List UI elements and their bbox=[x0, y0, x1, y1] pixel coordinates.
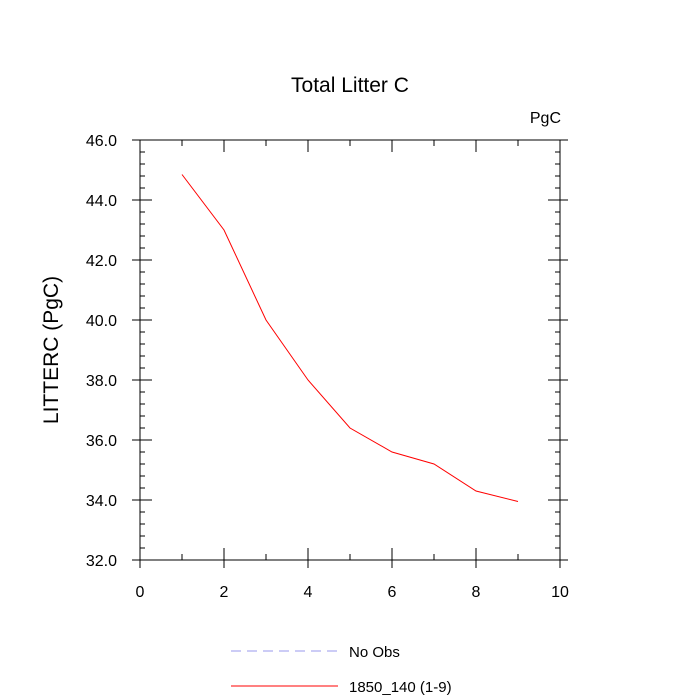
y-tick-label: 40.0 bbox=[86, 313, 117, 330]
units-label: PgC bbox=[530, 110, 561, 127]
legend-label: 1850_140 (1-9) bbox=[349, 679, 452, 696]
x-tick-label: 0 bbox=[136, 584, 145, 601]
y-tick-label: 36.0 bbox=[86, 433, 117, 450]
axis-ticks bbox=[132, 139, 568, 568]
x-tick-label: 10 bbox=[551, 584, 569, 601]
x-tick-label: 4 bbox=[304, 584, 313, 601]
x-tick-label: 6 bbox=[388, 584, 397, 601]
x-tick-label: 8 bbox=[472, 584, 481, 601]
legend-label: No Obs bbox=[349, 644, 400, 661]
series-layer bbox=[181, 174, 519, 502]
y-tick-label: 32.0 bbox=[86, 553, 117, 570]
y-tick-label: 42.0 bbox=[86, 253, 117, 270]
y-axis-label: LITTERC (PgC) bbox=[40, 276, 63, 424]
y-tick-label: 44.0 bbox=[86, 193, 117, 210]
tick-labels: 0 2 4 6 8 10 32.0 34.0 36.0 38.0 40.0 42.0 44.0 46.0 bbox=[86, 133, 569, 601]
legend: No Obs 1850_140 (1-9) bbox=[231, 644, 452, 696]
y-tick-label: 34.0 bbox=[86, 493, 117, 510]
chart-title: Total Litter C bbox=[291, 74, 409, 97]
y-tick-label: 38.0 bbox=[86, 373, 117, 390]
series-line bbox=[181, 174, 519, 502]
y-tick-label: 46.0 bbox=[86, 133, 117, 150]
x-tick-label: 2 bbox=[220, 584, 229, 601]
